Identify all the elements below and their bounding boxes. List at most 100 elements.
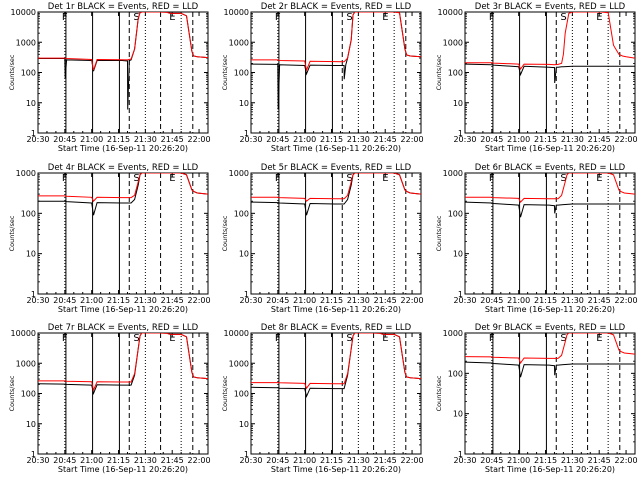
x-axis-label: Start Time (16-Sep-11 20:26:20) [485, 305, 615, 314]
x-tick-label: 21:15 [107, 456, 130, 465]
flag-letter: E [169, 173, 175, 184]
y-tick-label: 100 [234, 69, 249, 78]
x-tick-label: 21:45 [374, 135, 397, 144]
y-tick-label: 10 [239, 99, 249, 108]
lld-series-line [465, 333, 635, 365]
x-tick-label: 20:30 [26, 296, 49, 305]
flag-letter: F [489, 333, 495, 344]
x-tick-label: 21:15 [534, 456, 557, 465]
detector-panel: Det 2r BLACK = Events, RED = LLD 20:30 20:… [221, 2, 424, 153]
y-tick-label: 100 [234, 209, 249, 218]
plot-frame [464, 11, 636, 134]
x-tick-label: 20:30 [26, 135, 49, 144]
y-tick-label: 1000 [16, 38, 36, 47]
x-tick-label: 22:00 [401, 296, 424, 305]
panel-title: Det 1r BLACK = Events, RED = LLD [48, 2, 199, 12]
panel-title: Det 4r BLACK = Events, RED = LLD [48, 163, 199, 173]
y-tick-label: 100 [448, 69, 463, 78]
detector-panel: Det 7r BLACK = Events, RED = LLD 20:30 20:… [8, 323, 211, 474]
x-tick-label: 21:45 [161, 456, 184, 465]
flag-letter: S [133, 333, 139, 344]
x-tick-label: 21:15 [320, 456, 343, 465]
x-tick-label: 20:30 [453, 296, 476, 305]
x-tick-label: 21:45 [161, 296, 184, 305]
x-axis-label: Start Time (16-Sep-11 20:26:20) [485, 144, 615, 153]
x-tick-label: 21:15 [534, 296, 557, 305]
x-tick-label: 20:30 [26, 456, 49, 465]
x-tick-label: 21:45 [374, 456, 397, 465]
flag-letter: F [275, 173, 281, 184]
y-tick-label: 100 [448, 209, 463, 218]
lld-series-line [38, 333, 208, 392]
y-tick-label: 1 [244, 290, 249, 299]
x-tick-label: 22:00 [615, 135, 638, 144]
plot-frame [37, 332, 209, 455]
lld-series-line [251, 333, 421, 390]
x-tick-label: 21:00 [293, 296, 316, 305]
x-tick-label: 21:00 [293, 456, 316, 465]
flag-letter: S [133, 173, 139, 184]
x-tick-label: 21:30 [347, 296, 370, 305]
y-axis-label: Counts/sec [221, 54, 229, 90]
y-tick-label: 10000 [11, 8, 36, 17]
x-tick-label: 21:30 [134, 135, 157, 144]
y-axis-label: Counts/sec [8, 375, 16, 411]
x-tick-label: 21:45 [588, 135, 611, 144]
y-tick-label: 100 [21, 69, 36, 78]
flag-letter: S [346, 12, 352, 23]
y-tick-label: 10000 [438, 8, 463, 17]
lld-series-line [38, 12, 208, 71]
panel-title: Det 8r BLACK = Events, RED = LLD [261, 323, 412, 333]
x-tick-label: 21:45 [588, 456, 611, 465]
flag-letter: F [62, 12, 68, 23]
y-tick-label: 100 [448, 369, 463, 378]
y-tick-label: 100 [21, 209, 36, 218]
x-axis-label: Start Time (16-Sep-11 20:26:20) [58, 144, 188, 153]
panel-title: Det 6r BLACK = Events, RED = LLD [475, 163, 626, 173]
flag-letter: F [275, 333, 281, 344]
x-axis-label: Start Time (16-Sep-11 20:26:20) [58, 305, 188, 314]
x-tick-label: 21:30 [561, 456, 584, 465]
detector-panel: Det 6r BLACK = Events, RED = LLD 20:30 20:… [435, 163, 638, 314]
lld-series-line [38, 173, 208, 203]
lld-series-line [465, 173, 635, 203]
x-tick-label: 21:15 [320, 296, 343, 305]
x-tick-label: 20:45 [266, 135, 289, 144]
x-tick-label: 21:00 [507, 456, 530, 465]
x-tick-label: 20:30 [453, 456, 476, 465]
y-tick-label: 10 [453, 99, 463, 108]
y-tick-label: 100 [21, 390, 36, 399]
events-series-line [38, 12, 208, 110]
y-tick-label: 1 [458, 290, 463, 299]
lld-series-line [465, 12, 635, 71]
flag-letter: S [346, 333, 352, 344]
panel-title: Det 2r BLACK = Events, RED = LLD [261, 2, 412, 12]
detector-panel: Det 1r BLACK = Events, RED = LLD 20:30 20:… [8, 2, 211, 153]
y-tick-label: 1 [31, 290, 36, 299]
y-tick-label: 1000 [443, 38, 463, 47]
x-tick-label: 21:15 [320, 135, 343, 144]
flag-letter: E [382, 173, 388, 184]
plot-frame [37, 11, 209, 134]
lld-series-line [251, 12, 421, 72]
x-tick-label: 22:00 [615, 296, 638, 305]
plot-frame [464, 172, 636, 295]
x-tick-label: 21:30 [561, 296, 584, 305]
flag-letter: S [560, 333, 566, 344]
detector-panel: Det 8r BLACK = Events, RED = LLD 20:30 20:… [221, 323, 424, 474]
x-tick-label: 21:00 [80, 296, 103, 305]
y-axis-label: Counts/sec [8, 215, 16, 251]
flag-letter: F [489, 173, 495, 184]
panel-title: Det 9r BLACK = Events, RED = LLD [475, 323, 626, 333]
y-tick-label: 1000 [16, 359, 36, 368]
events-series-line [465, 63, 635, 84]
x-tick-label: 22:00 [615, 456, 638, 465]
x-axis-label: Start Time (16-Sep-11 20:26:20) [271, 465, 401, 474]
x-tick-label: 21:45 [374, 296, 397, 305]
x-tick-label: 21:45 [588, 296, 611, 305]
y-tick-label: 10000 [224, 8, 249, 17]
y-axis-label: Counts/sec [435, 54, 443, 90]
x-tick-label: 20:30 [239, 296, 262, 305]
y-tick-label: 10 [239, 420, 249, 429]
